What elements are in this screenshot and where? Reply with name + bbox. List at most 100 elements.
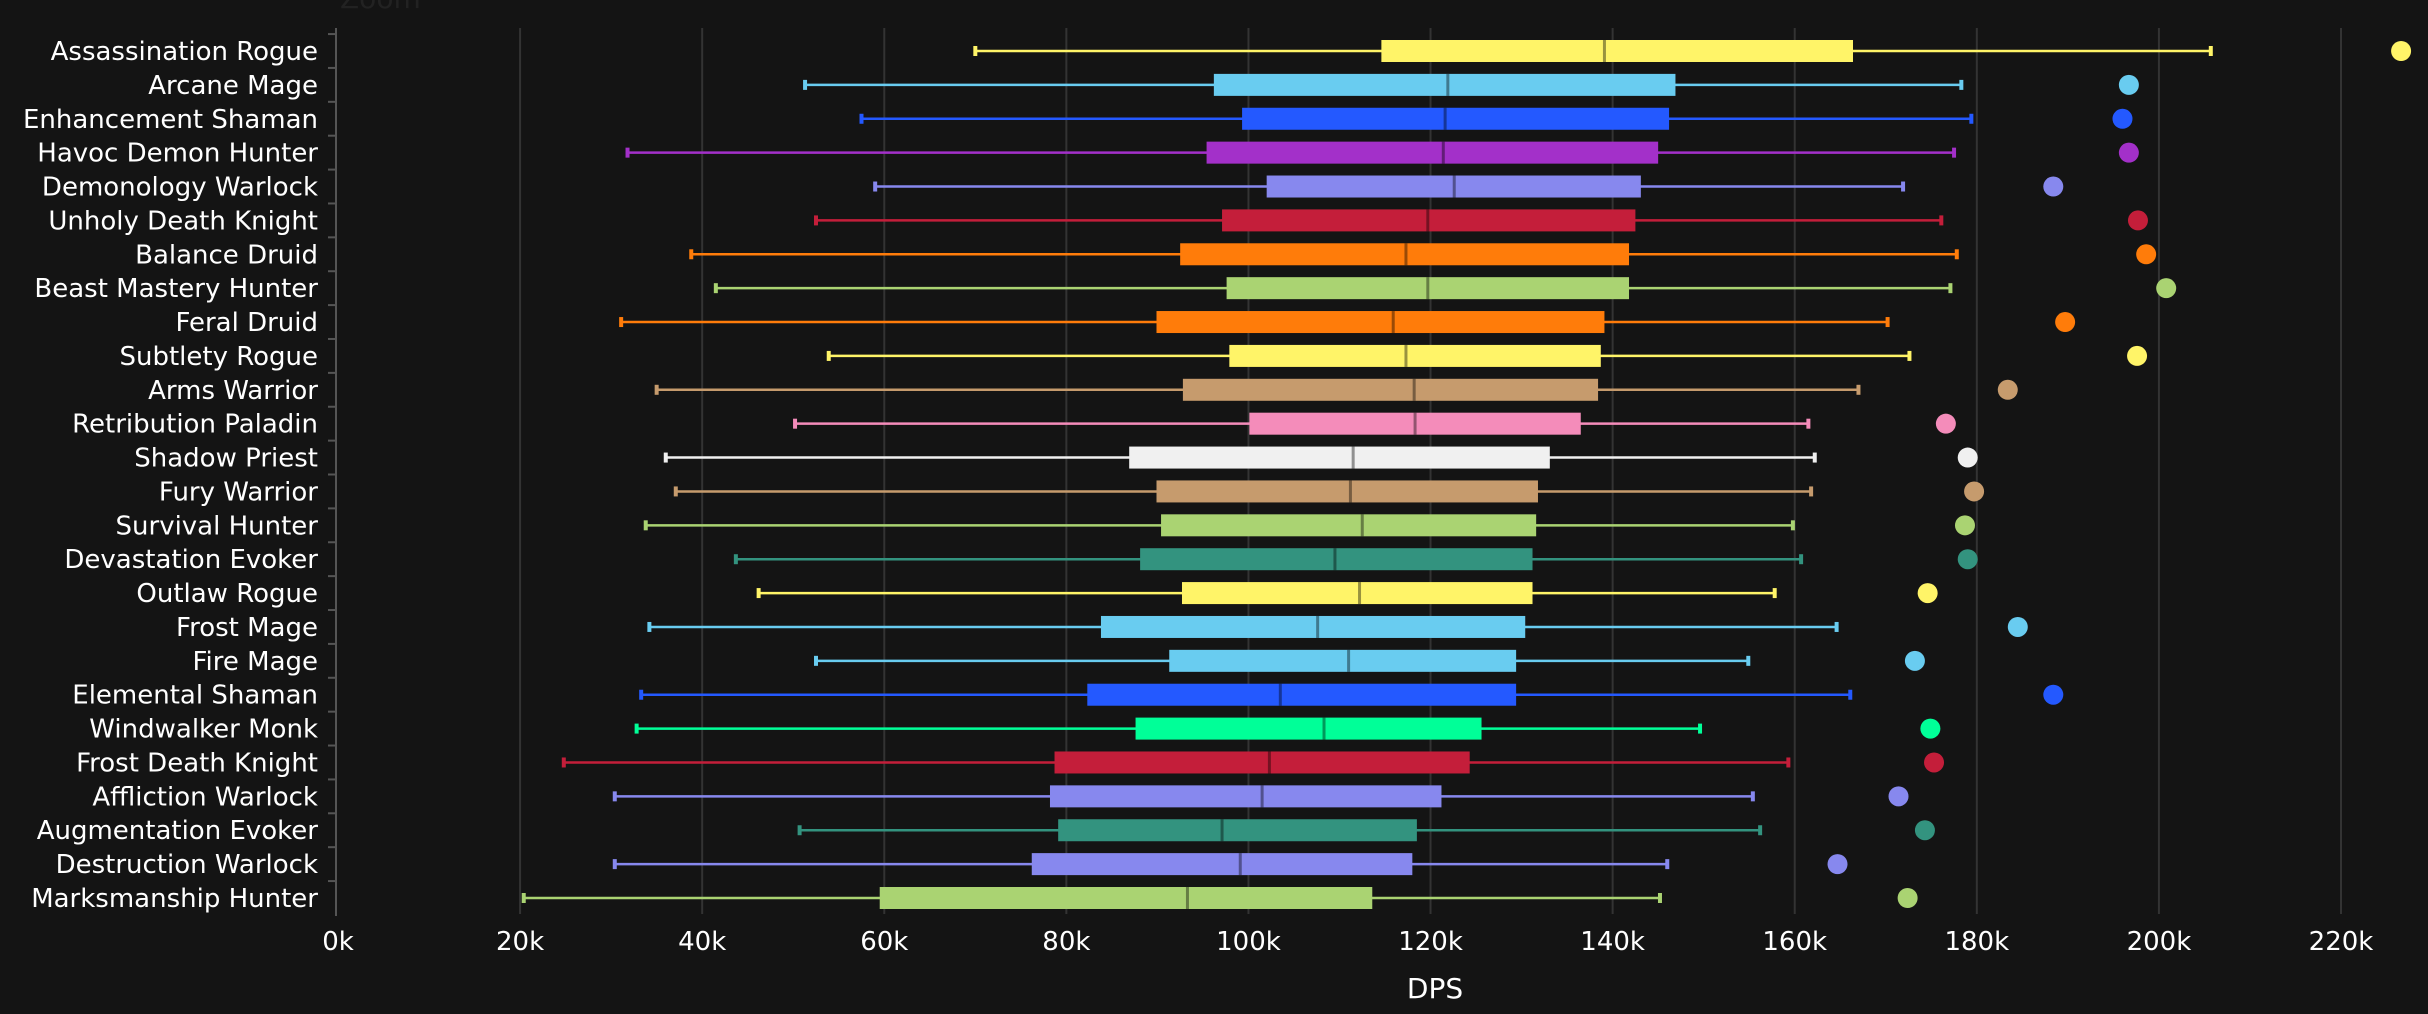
iqr-box [1140,548,1533,571]
iqr-box [1161,514,1537,537]
boxes [521,40,2412,909]
category-label: Retribution Paladin [72,410,318,440]
category-label: Devastation Evoker [64,545,318,575]
outlier-point [2118,142,2139,163]
x-tick-label: 220k [2309,927,2374,957]
outlier-point [1924,752,1945,773]
iqr-box [1181,582,1533,605]
box-shadow-priest [663,446,1978,469]
outlier-point [1957,549,1978,570]
box-outlaw-rogue [756,582,1938,605]
x-tick-label: 80k [1042,927,1090,957]
box-arms-warrior [654,378,2018,401]
category-label: Outlaw Rogue [136,579,318,609]
outlier-point [2055,312,2076,333]
category-label: Enhancement Shaman [23,105,318,135]
box-fury-warrior [673,480,1985,503]
category-label: Elemental Shaman [72,681,318,711]
iqr-box [1381,40,1853,62]
category-label: Survival Hunter [116,511,319,541]
x-tick-label: 20k [496,927,544,957]
x-tick-label: 120k [1398,927,1463,957]
outlier-point [2043,684,2064,705]
outlier-point [1888,786,1909,807]
category-label: Frost Mage [176,613,318,643]
category-label: Affliction Warlock [92,782,318,812]
iqr-box [1058,819,1417,842]
iqr-box [1249,412,1581,435]
outlier-point [1935,413,1956,434]
box-feral-druid [619,311,2076,334]
iqr-box [1226,277,1630,300]
outlier-point [2127,210,2148,231]
outlier-point [1997,379,2018,400]
zoom-label[interactable]: Zoom [340,0,421,15]
outlier-point [1827,854,1848,875]
x-tick-label: 0k [322,927,354,957]
outlier-point [1920,718,1941,739]
iqr-box [1206,141,1659,164]
box-survival-hunter [643,514,1975,537]
outlier-point [2127,345,2148,366]
iqr-box [1156,311,1605,334]
category-label: Marksmanship Hunter [31,884,318,914]
iqr-box [1222,209,1636,232]
iqr-box [879,887,1373,909]
x-tick-label: 60k [860,927,908,957]
iqr-box [1031,853,1413,876]
iqr-box [1129,446,1550,469]
iqr-box [1182,378,1599,401]
iqr-box [1266,175,1641,198]
box-unholy-death-knight [813,209,2148,232]
box-assassination-rogue [973,40,2412,62]
iqr-box [1087,683,1517,706]
box-arcane-mage [803,73,2139,96]
x-tick-label: 100k [1216,927,1281,957]
iqr-box [1180,243,1630,266]
x-tick-label: 40k [678,927,726,957]
iqr-box [1242,107,1670,130]
box-augmentation-evoker [797,819,1935,842]
outlier-point [1904,650,1925,671]
category-label: Fire Mage [192,647,318,677]
box-fire-mage [813,649,1925,672]
box-balance-druid [689,243,2157,266]
outlier-point [1917,583,1938,604]
iqr-box [1229,344,1601,367]
iqr-box [1213,73,1676,96]
x-tick-label: 200k [2127,927,2192,957]
iqr-box [1100,615,1526,638]
outlier-point [2136,244,2157,265]
x-tick-label: 140k [1580,927,1645,957]
y-axis: Assassination Rogue Arcane Mage Enhancemen… [23,28,337,916]
outlier-point [2112,108,2133,129]
box-beast-mastery-hunter [713,277,2177,300]
outlier-point [2391,41,2412,61]
box-marksmanship-hunter [521,887,1918,909]
box-windwalker-monk [634,717,1941,740]
iqr-box [1156,480,1538,503]
box-affliction-warlock [612,785,1909,808]
x-tick-label: 180k [1944,927,2009,957]
outlier-point [2118,74,2139,95]
x-axis-label: DPS [1407,972,1463,1005]
outlier-point [1964,481,1985,502]
box-frost-death-knight [561,751,1945,774]
outlier-point [1897,888,1918,908]
category-label: Balance Druid [135,240,318,270]
box-havoc-demon-hunter [625,141,2139,164]
category-label: Assassination Rogue [51,37,318,67]
category-label: Beast Mastery Hunter [34,274,318,304]
category-label: Augmentation Evoker [37,816,319,846]
outlier-point [2007,616,2028,637]
box-destruction-warlock [612,853,1848,876]
category-label: Fury Warrior [159,477,318,507]
iqr-box [1135,717,1482,740]
outlier-point [2043,176,2064,197]
category-label: Subtlety Rogue [119,342,318,372]
iqr-box [1049,785,1442,808]
category-label: Unholy Death Knight [48,206,318,236]
box-enhancement-shaman [859,107,2133,130]
iqr-box [1054,751,1470,774]
